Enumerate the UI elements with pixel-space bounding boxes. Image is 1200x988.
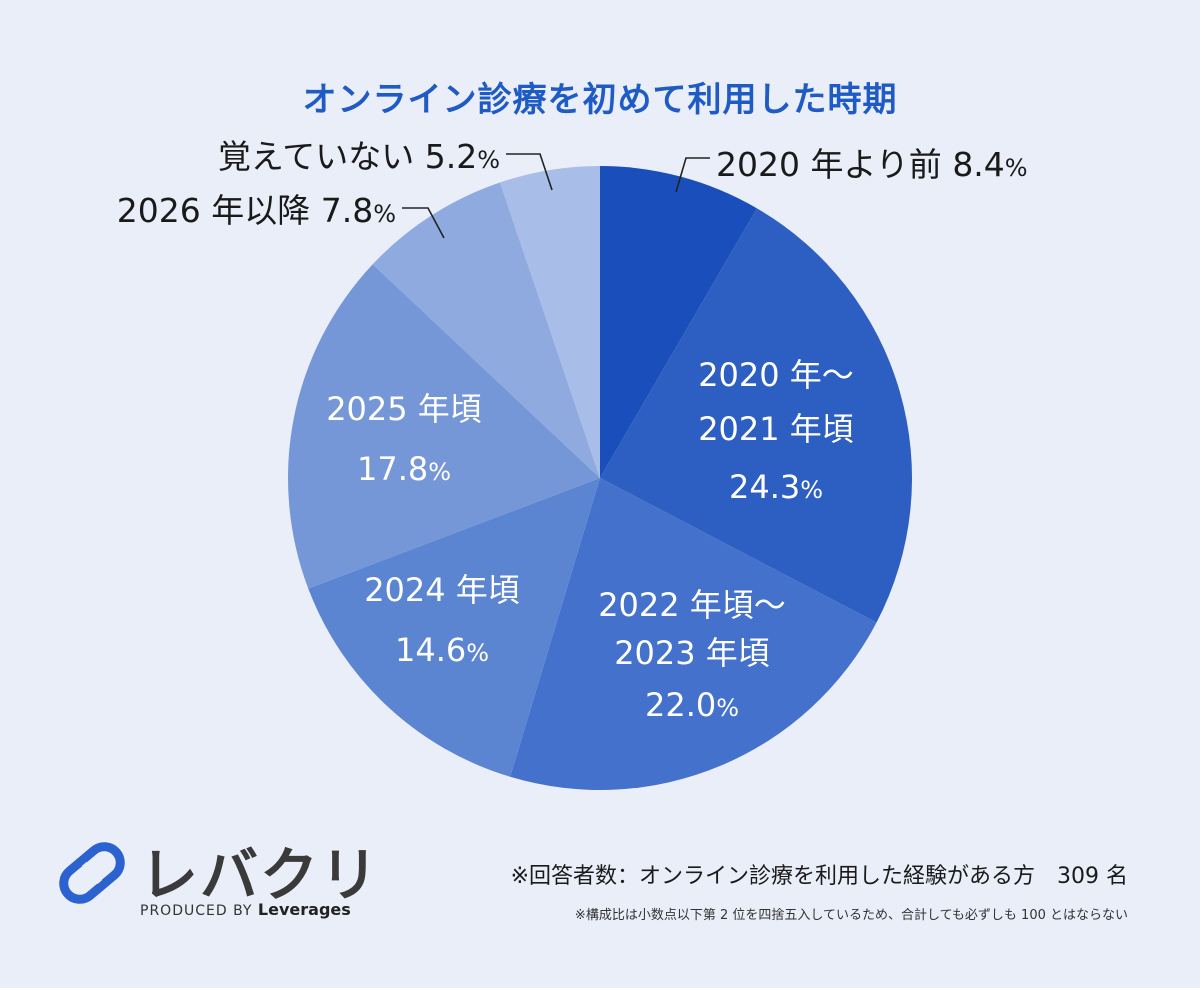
respondents-note: ※回答者数：オンライン診療を利用した経験がある方 309 名	[510, 864, 1128, 889]
pie-slice	[510, 478, 877, 791]
leader-line	[402, 207, 445, 239]
pie-slice	[372, 182, 600, 478]
pie-slice	[308, 478, 600, 777]
pie-slice	[288, 264, 600, 589]
slice-label: 2022 年頃～	[598, 586, 786, 624]
pie-slice	[499, 166, 600, 478]
pie-slice	[600, 208, 912, 623]
produced-by: PRODUCED BY Leverages	[140, 900, 351, 919]
slice-label: 2020 年～	[698, 356, 854, 394]
slice-value-label: 24.3%	[729, 468, 823, 506]
slice-label: 2021 年頃	[698, 410, 854, 448]
slice-outside-label: 2026 年以降 7.8%	[117, 191, 396, 230]
company-name: Leverages	[257, 900, 351, 919]
slice-outside-label: 2020 年より前 8.4%	[716, 145, 1028, 184]
leader-line	[506, 153, 553, 191]
brand-logo-icon	[59, 842, 125, 904]
slice-label: 2024 年頃	[364, 571, 520, 609]
rounding-note: ※構成比は小数点以下第 2 位を四捨五入しているため、合計しても必ずしも 100…	[574, 908, 1128, 923]
chart-title: オンライン診療を初めて利用した時期	[302, 80, 898, 120]
pie-slice	[600, 166, 757, 478]
slice-outside-label: 覚えていない 5.2%	[218, 137, 500, 176]
leader-line	[675, 157, 710, 193]
slice-label: 2023 年頃	[614, 634, 770, 672]
slice-label: 2025 年頃	[326, 390, 482, 428]
produced-by-label: PRODUCED BY	[140, 903, 253, 919]
brand-name: レバクリ	[140, 841, 381, 909]
